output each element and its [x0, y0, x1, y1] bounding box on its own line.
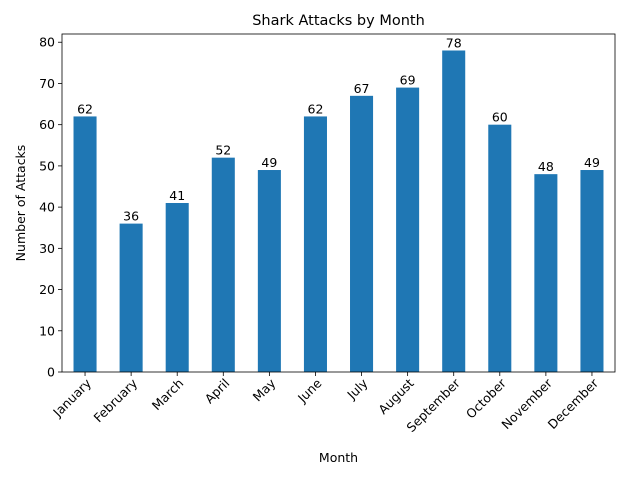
- plot-frame: [61, 33, 616, 373]
- data-labels-layer: 62 36 41 52 49 62 67 69 78 60 48 49: [77, 35, 600, 223]
- bar-march: [165, 203, 189, 372]
- bar-november: [534, 174, 558, 372]
- bar-october: [488, 124, 512, 373]
- data-label: 62: [308, 101, 324, 116]
- y-tick-label: 30: [39, 241, 55, 256]
- data-label: 62: [77, 101, 93, 116]
- data-label: 67: [354, 81, 370, 96]
- bar-december: [580, 170, 604, 372]
- y-axis: 0 10 20 30 40 50 60 70 80: [39, 35, 62, 380]
- data-label: 41: [169, 188, 185, 203]
- y-tick-label: 70: [39, 76, 55, 91]
- bar-may: [257, 170, 281, 372]
- x-axis-label: Month: [319, 450, 358, 465]
- y-axis-label: Number of Attacks: [13, 145, 28, 262]
- y-tick-label: 0: [47, 365, 55, 380]
- y-tick-label: 50: [39, 158, 55, 173]
- data-label: 60: [492, 110, 508, 125]
- data-label: 48: [538, 159, 554, 174]
- bar-june: [303, 116, 327, 372]
- bar-september: [442, 50, 466, 373]
- data-label: 69: [400, 73, 416, 88]
- data-label: 78: [446, 35, 462, 50]
- bar-april: [211, 157, 235, 372]
- y-tick-label: 10: [39, 323, 55, 338]
- bar-july: [350, 95, 374, 372]
- y-tick-label: 20: [39, 282, 55, 297]
- bars-layer: [73, 50, 604, 373]
- data-label: 49: [261, 155, 277, 170]
- data-label: 49: [584, 155, 600, 170]
- y-tick-label: 60: [39, 117, 55, 132]
- chart-title: Shark Attacks by Month: [252, 13, 425, 29]
- y-tick-label: 80: [39, 35, 55, 50]
- bar-february: [119, 223, 143, 372]
- bar-august: [396, 87, 420, 372]
- data-label: 36: [123, 209, 139, 224]
- data-label: 52: [215, 143, 231, 158]
- y-tick-label: 40: [39, 200, 55, 215]
- bar-january: [73, 116, 97, 372]
